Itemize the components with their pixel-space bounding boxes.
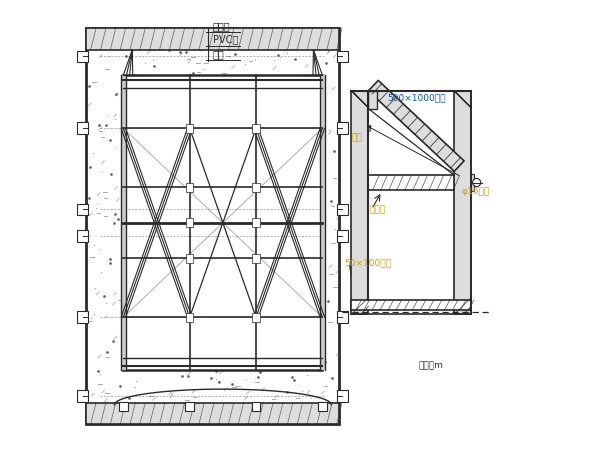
Text: 50×100龙木: 50×100龙木 xyxy=(345,258,392,267)
Text: 木层: 木层 xyxy=(213,49,224,59)
Bar xyxy=(86,28,339,50)
Bar xyxy=(186,124,193,133)
Text: 混凝土: 混凝土 xyxy=(213,21,230,31)
Polygon shape xyxy=(368,81,464,171)
Bar xyxy=(253,218,260,227)
Bar xyxy=(454,91,471,315)
FancyBboxPatch shape xyxy=(77,311,88,323)
Text: 500×1000木模: 500×1000木模 xyxy=(387,93,446,102)
Bar xyxy=(253,254,260,263)
Bar xyxy=(352,91,368,315)
FancyBboxPatch shape xyxy=(77,122,88,134)
FancyBboxPatch shape xyxy=(337,311,348,323)
Bar xyxy=(185,402,194,410)
Text: φ16螺栓: φ16螺栓 xyxy=(461,187,489,196)
Text: 穿孔板: 穿孔板 xyxy=(370,205,385,214)
Bar xyxy=(86,28,339,424)
Bar xyxy=(186,254,193,263)
FancyBboxPatch shape xyxy=(337,50,348,62)
Bar xyxy=(186,183,193,192)
Bar xyxy=(124,75,322,370)
Bar xyxy=(253,313,260,322)
Bar xyxy=(352,300,471,310)
Text: PVC层: PVC层 xyxy=(213,34,238,45)
Circle shape xyxy=(473,179,481,187)
FancyBboxPatch shape xyxy=(77,50,88,62)
Bar xyxy=(318,402,327,410)
FancyBboxPatch shape xyxy=(77,230,88,242)
Bar xyxy=(471,175,474,190)
Bar xyxy=(86,403,339,424)
Bar xyxy=(368,91,377,109)
FancyBboxPatch shape xyxy=(337,203,348,215)
Bar xyxy=(368,176,454,189)
Bar xyxy=(186,313,193,322)
Bar xyxy=(251,402,260,410)
Bar xyxy=(320,75,325,370)
Bar xyxy=(119,402,128,410)
FancyBboxPatch shape xyxy=(337,122,348,134)
Text: 边管: 边管 xyxy=(352,133,362,142)
Bar xyxy=(121,75,126,370)
FancyBboxPatch shape xyxy=(77,203,88,215)
Bar xyxy=(186,218,193,227)
Text: 单位：m: 单位：m xyxy=(419,361,443,370)
Bar xyxy=(253,183,260,192)
FancyBboxPatch shape xyxy=(337,230,348,242)
FancyBboxPatch shape xyxy=(337,390,348,402)
Bar xyxy=(253,124,260,133)
FancyBboxPatch shape xyxy=(77,390,88,402)
